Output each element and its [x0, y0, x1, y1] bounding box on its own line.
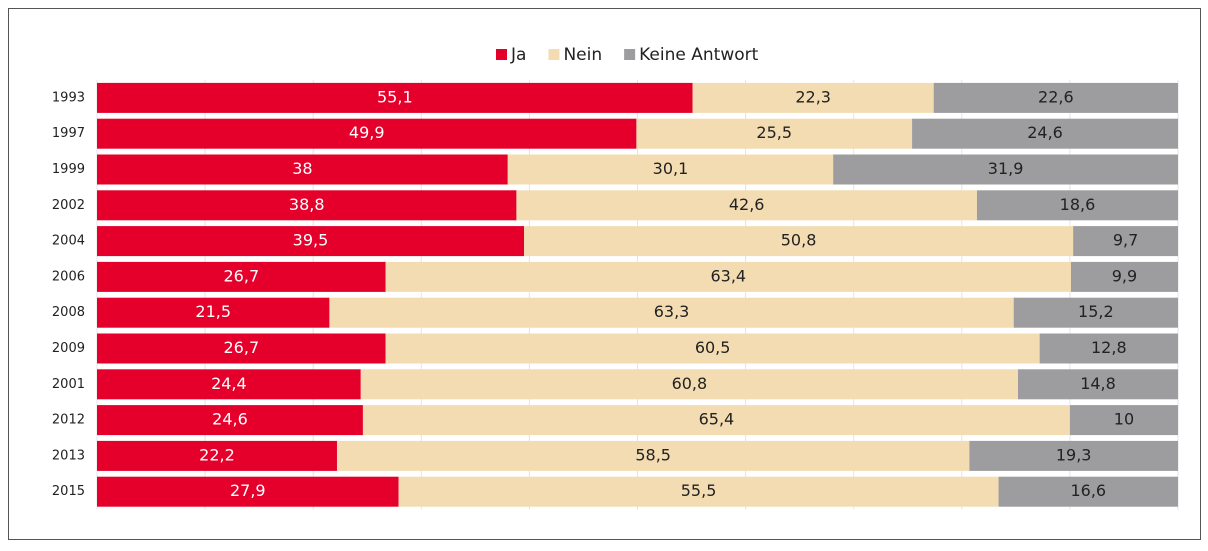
data-label: 27,9 [230, 481, 266, 500]
y-tick-label: 2013 [52, 448, 85, 463]
bar-segment [97, 369, 361, 400]
bar-segment [912, 118, 1178, 149]
bar-segment [385, 261, 1071, 292]
bar-segment [97, 154, 508, 185]
data-label: 63,4 [710, 266, 746, 285]
y-tick-label: 2002 [52, 198, 85, 213]
y-tick-label: 2009 [52, 341, 85, 356]
data-label: 9,7 [1113, 231, 1138, 250]
data-label: 22,6 [1038, 87, 1074, 106]
bar-segment [336, 440, 970, 471]
data-label: 24,6 [212, 410, 248, 429]
data-label: 50,8 [781, 231, 817, 250]
bar-segment [97, 82, 693, 113]
data-label: 30,1 [653, 159, 689, 178]
data-label: 55,1 [377, 87, 413, 106]
data-label: 22,3 [795, 87, 831, 106]
bar-segment [976, 190, 1178, 221]
data-label: 26,7 [224, 266, 260, 285]
data-label: 55,5 [681, 481, 717, 500]
data-label: 19,3 [1056, 445, 1092, 464]
data-label: 16,6 [1070, 481, 1106, 500]
bar-segment [97, 118, 637, 149]
bar-segment [998, 476, 1178, 507]
data-label: 10 [1114, 410, 1134, 429]
data-label: 24,4 [211, 374, 247, 393]
legend-swatch [624, 49, 636, 60]
y-tick-label: 1997 [52, 126, 85, 141]
y-tick-label: 1993 [52, 90, 85, 105]
bar-segment [1070, 261, 1178, 292]
data-label: 25,5 [756, 123, 792, 142]
bar-segment [97, 297, 330, 328]
bar-segment [1073, 226, 1178, 257]
bar-segment [1013, 297, 1178, 328]
frame [8, 8, 1201, 540]
y-tick-label: 2006 [52, 269, 85, 284]
data-label: 21,5 [195, 302, 231, 321]
bar-segment [97, 261, 386, 292]
bar-segment [636, 118, 913, 149]
bar-segment [329, 297, 1014, 328]
bar-segment [516, 190, 977, 221]
data-label: 63,3 [654, 302, 690, 321]
data-label: 65,4 [699, 410, 735, 429]
bar-segment [398, 476, 999, 507]
bar-segment [360, 369, 1019, 400]
bar-segment [969, 440, 1178, 471]
data-label: 31,9 [988, 159, 1024, 178]
data-label: 58,5 [635, 445, 671, 464]
bar-segment [385, 333, 1040, 364]
bar-segment [1018, 369, 1178, 400]
data-label: 42,6 [729, 195, 765, 214]
bar-segment [97, 333, 386, 364]
legend-swatch [548, 49, 560, 60]
bar-segment [523, 226, 1074, 257]
data-label: 39,5 [293, 231, 329, 250]
data-label: 49,9 [349, 123, 385, 142]
legend-label: Keine Antwort [639, 45, 758, 65]
data-label: 60,8 [672, 374, 708, 393]
y-tick-label: 2004 [52, 234, 85, 249]
bar-segment [97, 190, 517, 221]
bar-segment [97, 226, 524, 257]
bar-segment [507, 154, 834, 185]
y-tick-label: 2008 [52, 305, 85, 320]
bar-segment [833, 154, 1178, 185]
y-tick-label: 2012 [52, 413, 85, 428]
legend-swatch [496, 49, 507, 60]
bar-segment [692, 82, 934, 113]
bar-segment [933, 82, 1178, 113]
data-label: 22,2 [199, 445, 235, 464]
data-label: 14,8 [1080, 374, 1116, 393]
bar-segment [97, 440, 337, 471]
bar-segment [1039, 333, 1178, 364]
bar-segment [97, 476, 399, 507]
data-label: 15,2 [1078, 302, 1114, 321]
bar-segment [362, 405, 1070, 436]
y-tick-label: 1999 [52, 162, 85, 177]
data-label: 18,6 [1060, 195, 1096, 214]
data-label: 12,8 [1091, 338, 1127, 357]
data-label: 38,8 [289, 195, 325, 214]
data-label: 9,9 [1112, 266, 1137, 285]
y-tick-label: 2001 [52, 377, 85, 392]
bar-segment [97, 405, 363, 436]
data-label: 60,5 [695, 338, 731, 357]
bar-segment [1069, 405, 1178, 436]
legend-label: Ja [510, 45, 526, 65]
legend-label: Nein [563, 45, 602, 65]
data-label: 26,7 [224, 338, 260, 357]
y-tick-label: 2015 [52, 484, 85, 499]
data-label: 24,6 [1027, 123, 1063, 142]
data-label: 38 [292, 159, 312, 178]
